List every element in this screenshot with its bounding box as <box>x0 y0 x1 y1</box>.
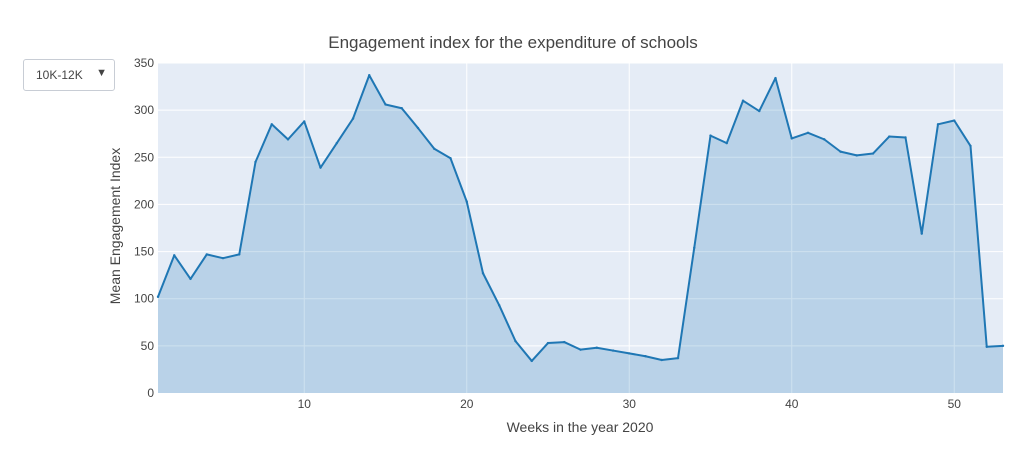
data-point <box>806 131 810 134</box>
series-area-fill <box>158 75 1003 393</box>
data-point <box>790 137 793 140</box>
data-point <box>156 295 160 299</box>
chart-title: Engagement index for the expenditure of … <box>328 33 698 52</box>
data-point <box>319 166 322 169</box>
dropdown-selected-value: 10K-12K <box>36 68 83 82</box>
x-tick-label: 20 <box>460 397 474 411</box>
data-point <box>969 144 972 148</box>
data-point <box>725 141 728 145</box>
data-point <box>871 152 875 155</box>
data-point <box>351 117 355 120</box>
data-points <box>156 74 1005 363</box>
y-tick-label: 300 <box>134 103 154 117</box>
data-point <box>384 103 387 106</box>
data-point <box>205 253 208 256</box>
data-point <box>693 246 696 249</box>
data-point <box>611 349 615 352</box>
data-point <box>839 150 842 153</box>
y-tick-label: 0 <box>147 386 154 400</box>
y-tick-label: 350 <box>134 56 154 70</box>
x-tick-label: 10 <box>298 397 312 411</box>
data-point <box>400 107 403 110</box>
y-axis-label: Mean Engagement Index <box>107 148 123 304</box>
data-point <box>579 348 582 351</box>
data-point <box>920 232 923 235</box>
data-point <box>936 123 940 126</box>
data-point <box>433 147 436 150</box>
data-point <box>563 340 566 344</box>
plot-area <box>158 63 1003 393</box>
y-tick-label: 100 <box>134 292 154 306</box>
data-point <box>741 99 745 102</box>
data-point <box>335 141 338 145</box>
x-tick-label: 30 <box>623 397 637 411</box>
y-tick-label: 250 <box>134 150 154 164</box>
data-point <box>888 135 891 138</box>
data-point <box>774 76 777 80</box>
data-point <box>368 74 371 77</box>
y-tick-label: 50 <box>141 339 155 353</box>
data-point <box>189 277 192 281</box>
expenditure-dropdown[interactable]: 10K-12K ▼ <box>23 59 115 91</box>
data-point <box>498 304 501 307</box>
data-point <box>595 346 598 349</box>
data-point <box>221 256 225 260</box>
data-point <box>270 123 273 126</box>
data-point <box>823 138 826 141</box>
data-point <box>303 120 306 123</box>
data-point <box>676 356 680 360</box>
data-point <box>449 157 452 160</box>
data-point <box>709 134 712 137</box>
data-point <box>660 358 663 362</box>
axis-ticks: 0 50 100 150 200 250 300 350 10 20 30 40 50 <box>134 56 961 411</box>
data-point <box>758 109 761 113</box>
data-point <box>904 136 907 139</box>
data-point <box>546 341 550 345</box>
data-point <box>465 200 468 203</box>
data-point <box>416 126 420 130</box>
y-tick-label: 200 <box>134 197 154 211</box>
data-point <box>855 154 858 157</box>
x-tick-label: 40 <box>785 397 799 411</box>
y-tick-label: 150 <box>134 245 154 259</box>
data-point <box>953 119 956 122</box>
data-point <box>238 253 241 256</box>
data-point <box>481 272 485 275</box>
data-point <box>985 345 988 348</box>
data-point <box>530 359 533 363</box>
data-point <box>254 160 257 164</box>
data-point <box>514 339 517 343</box>
data-point <box>1001 344 1005 348</box>
data-point <box>644 355 647 358</box>
chevron-down-icon: ▼ <box>96 67 107 79</box>
gridlines <box>158 62 1003 393</box>
x-axis-label: Weeks in the year 2020 <box>507 419 654 435</box>
data-point <box>173 254 176 257</box>
x-tick-label: 50 <box>948 397 962 411</box>
data-point <box>628 352 631 355</box>
data-point <box>286 138 290 141</box>
